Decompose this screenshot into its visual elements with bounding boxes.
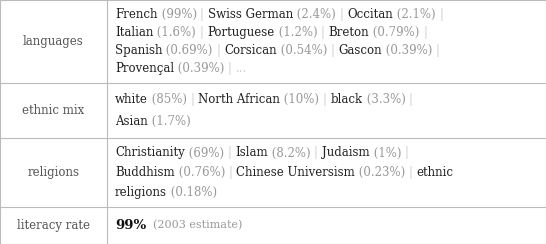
Text: Spanish: Spanish	[115, 44, 163, 57]
Text: (10%): (10%)	[280, 93, 323, 106]
Text: ...: ...	[236, 62, 247, 75]
Text: |: |	[440, 8, 447, 20]
Text: Occitan: Occitan	[347, 8, 393, 20]
Text: Chinese Universism: Chinese Universism	[236, 166, 355, 179]
Text: Buddhism: Buddhism	[115, 166, 175, 179]
Text: (0.23%): (0.23%)	[355, 166, 409, 179]
Text: North African: North African	[198, 93, 280, 106]
Text: (3.3%): (3.3%)	[363, 93, 410, 106]
Text: (1.2%): (1.2%)	[275, 26, 321, 39]
Text: Judaism: Judaism	[322, 146, 370, 160]
Text: (85%): (85%)	[148, 93, 191, 106]
Text: |: |	[191, 93, 198, 106]
Text: Provençal: Provençal	[115, 62, 174, 75]
Text: Italian: Italian	[115, 26, 153, 39]
Text: French: French	[115, 8, 157, 20]
Text: (2.1%): (2.1%)	[393, 8, 440, 20]
Text: (1%): (1%)	[370, 146, 405, 160]
Text: Portuguese: Portuguese	[207, 26, 275, 39]
Text: |: |	[340, 8, 347, 20]
Text: |: |	[436, 44, 444, 57]
Text: (0.54%): (0.54%)	[277, 44, 331, 57]
Text: (0.39%): (0.39%)	[174, 62, 228, 75]
Text: (0.76%): (0.76%)	[175, 166, 229, 179]
Text: |: |	[228, 146, 235, 160]
Text: ethnic: ethnic	[417, 166, 454, 179]
Text: (0.79%): (0.79%)	[370, 26, 424, 39]
Text: Gascon: Gascon	[339, 44, 382, 57]
Text: white: white	[115, 93, 148, 106]
Text: |: |	[323, 93, 330, 106]
Text: |: |	[424, 26, 431, 39]
Text: |: |	[229, 166, 236, 179]
Text: |: |	[314, 146, 322, 160]
Text: (2003 estimate): (2003 estimate)	[146, 220, 242, 231]
Text: |: |	[200, 26, 207, 39]
Text: |: |	[228, 62, 236, 75]
Text: religions: religions	[115, 186, 167, 199]
Text: religions: religions	[27, 166, 80, 179]
Text: (8.2%): (8.2%)	[268, 146, 314, 160]
Text: (69%): (69%)	[185, 146, 228, 160]
Text: (99%): (99%)	[157, 8, 200, 20]
Text: (2.4%): (2.4%)	[293, 8, 340, 20]
Text: Islam: Islam	[235, 146, 268, 160]
Text: Swiss German: Swiss German	[208, 8, 293, 20]
Text: |: |	[409, 166, 417, 179]
Text: ethnic mix: ethnic mix	[22, 104, 85, 117]
Text: |: |	[410, 93, 417, 106]
Text: literacy rate: literacy rate	[17, 219, 90, 232]
Text: |: |	[321, 26, 329, 39]
Text: 99%: 99%	[115, 219, 146, 232]
Text: Breton: Breton	[329, 26, 370, 39]
Text: Corsican: Corsican	[224, 44, 277, 57]
Text: |: |	[405, 146, 412, 160]
Text: (0.18%): (0.18%)	[167, 186, 217, 199]
Text: |: |	[200, 8, 208, 20]
Text: black: black	[330, 93, 363, 106]
Text: languages: languages	[23, 35, 84, 48]
Text: (1.6%): (1.6%)	[153, 26, 200, 39]
Text: (0.39%): (0.39%)	[382, 44, 436, 57]
Text: |: |	[217, 44, 224, 57]
Text: Christianity: Christianity	[115, 146, 185, 160]
Text: Asian: Asian	[115, 115, 148, 128]
Text: (1.7%): (1.7%)	[148, 115, 191, 128]
Text: (0.69%): (0.69%)	[163, 44, 217, 57]
Text: |: |	[331, 44, 339, 57]
